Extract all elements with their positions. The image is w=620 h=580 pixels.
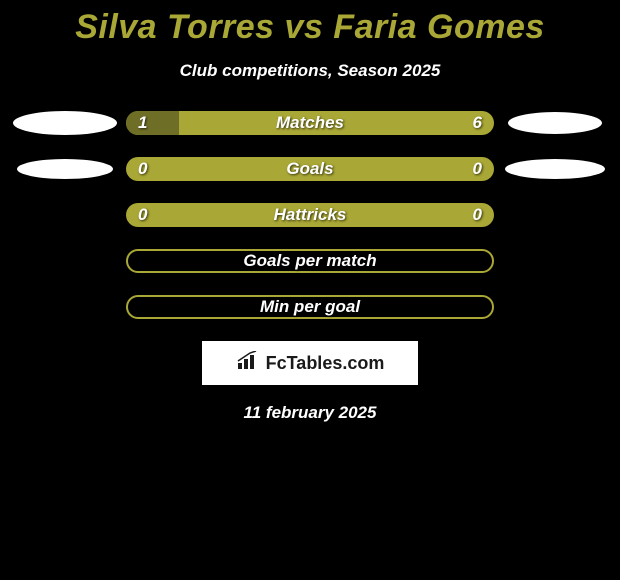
stat-bar: 00Goals [126,157,494,181]
page-subtitle: Club competitions, Season 2025 [0,61,620,81]
player-ellipse-right [508,112,602,134]
stat-row: 16Matches [10,111,610,135]
stat-row: Goals per match [10,249,610,273]
page-title: Silva Torres vs Faria Gomes [0,0,620,47]
attribution-badge: FcTables.com [202,341,418,385]
left-shape-slot [10,111,120,135]
date-label: 11 february 2025 [0,403,620,423]
right-shape-slot [500,159,610,179]
stat-bar: Min per goal [126,295,494,319]
stat-row: 00Hattricks [10,203,610,227]
stat-label: Goals per match [126,249,494,273]
stat-row: Min per goal [10,295,610,319]
stats-container: 16Matches 00Goals 00Hattricks Goals per mat… [0,111,620,319]
stat-label: Goals [126,157,494,181]
player-ellipse-left [17,159,113,179]
attribution-text: FcTables.com [266,353,385,374]
player-ellipse-right [505,159,605,179]
stat-label: Min per goal [126,295,494,319]
stat-bar: 00Hattricks [126,203,494,227]
stat-bar: Goals per match [126,249,494,273]
chart-icon [236,351,260,376]
stat-bar: 16Matches [126,111,494,135]
player-ellipse-left [13,111,117,135]
right-shape-slot [500,112,610,134]
stat-label: Hattricks [126,203,494,227]
stat-label: Matches [126,111,494,135]
left-shape-slot [10,159,120,179]
stat-row: 00Goals [10,157,610,181]
